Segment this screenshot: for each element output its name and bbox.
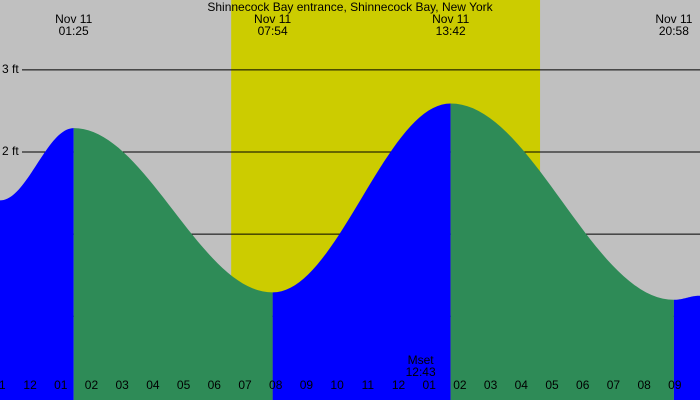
chart-title: Shinnecock Bay entrance, Shinnecock Bay,… xyxy=(207,0,493,14)
extreme-date: Nov 11 xyxy=(254,12,291,26)
rising-tide xyxy=(272,103,451,400)
x-tick-label: 10 xyxy=(330,378,344,392)
x-tick-label: 12 xyxy=(23,378,37,392)
x-tick-label: 05 xyxy=(545,378,559,392)
x-tick-label: 07 xyxy=(238,378,252,392)
x-tick-label: 05 xyxy=(177,378,191,392)
y-tick-label: 3 ft xyxy=(2,62,19,76)
extreme-date: Nov 11 xyxy=(432,12,469,26)
rising-tide xyxy=(0,128,74,400)
x-tick-label: 09 xyxy=(668,378,682,392)
x-tick-label: 04 xyxy=(515,378,529,392)
x-tick-label: 06 xyxy=(208,378,222,392)
falling-tide xyxy=(450,103,674,400)
x-tick-label: 12 xyxy=(392,378,406,392)
extreme-time: 13:42 xyxy=(436,24,466,38)
x-tick-label: 07 xyxy=(607,378,621,392)
x-tick-label: 01 xyxy=(54,378,68,392)
extreme-date: Nov 11 xyxy=(655,12,692,26)
extreme-time: 07:54 xyxy=(258,24,288,38)
x-tick-label: 02 xyxy=(453,378,467,392)
x-tick-label: 02 xyxy=(85,378,99,392)
extreme-date: Nov 11 xyxy=(55,12,92,26)
x-tick-label: 08 xyxy=(269,378,283,392)
x-tick-label: 03 xyxy=(116,378,130,392)
extreme-time: 20:58 xyxy=(659,24,689,38)
x-tick-label: 03 xyxy=(484,378,498,392)
event-time: 12:43 xyxy=(406,365,436,379)
x-tick-label: 11 xyxy=(0,378,6,392)
x-tick-label: 01 xyxy=(423,378,437,392)
rising-tide xyxy=(673,295,700,400)
x-tick-label: 11 xyxy=(362,378,375,392)
y-tick-label: 2 ft xyxy=(2,144,19,158)
extreme-time: 01:25 xyxy=(59,24,89,38)
event-label: Mset xyxy=(408,353,435,367)
falling-tide xyxy=(73,128,273,400)
x-tick-label: 09 xyxy=(300,378,314,392)
x-tick-label: 08 xyxy=(637,378,651,392)
x-tick-label: 04 xyxy=(146,378,160,392)
x-tick-label: 06 xyxy=(576,378,590,392)
